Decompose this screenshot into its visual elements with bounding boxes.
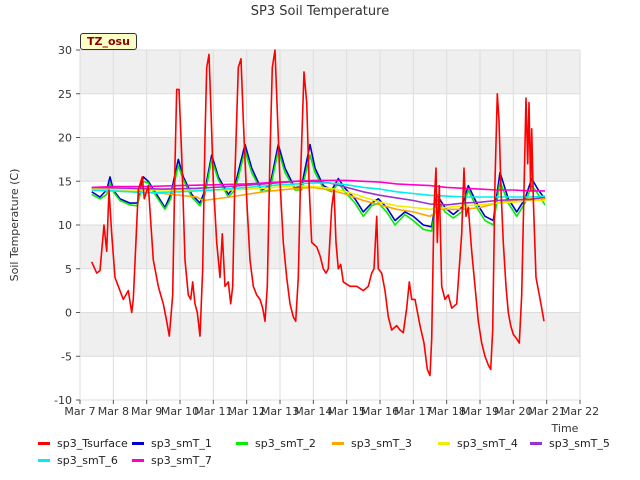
series-line-sp3_smT_3 (91, 186, 545, 218)
x-tick-label: Mar 10 (161, 405, 199, 418)
x-tick-label: Mar 18 (428, 405, 466, 418)
x-tick-label: Mar 15 (328, 405, 366, 418)
legend-label: sp3_smT_1 (151, 437, 212, 450)
series-line-sp3_smT_6 (91, 182, 546, 198)
x-tick-label: Mar 12 (228, 405, 266, 418)
x-tick-label: Mar 7 (64, 405, 95, 418)
y-tick-label: 10 (58, 219, 72, 232)
band--10 (80, 312, 580, 357)
x-tick-label: Mar 19 (461, 405, 499, 418)
legend-swatch (132, 459, 144, 462)
legend-item-sp3_smT_1: sp3_smT_1 (132, 437, 212, 450)
legend-label: sp3_smT_3 (351, 437, 412, 450)
y-tick-label: 25 (58, 88, 72, 101)
series-line-sp3_Tsurface (90, 49, 545, 377)
y-tick-label: 0 (65, 307, 72, 320)
y-axis-label: Soil Temperature (C) (8, 169, 21, 282)
y-tick-label: -5 (61, 350, 72, 363)
y-tick-label: -10 (54, 394, 72, 407)
legend-label: sp3_smT_6 (57, 454, 118, 467)
x-tick-label: Mar 14 (294, 405, 332, 418)
x-tick-label: Mar 20 (494, 405, 532, 418)
y-axis: -10 -5 0 5 10 15 20 25 30 (54, 44, 80, 407)
y-tick-label: 15 (58, 175, 72, 188)
y-tick-label: 30 (58, 44, 72, 57)
timezone-badge: TZ_osu (80, 33, 137, 50)
x-tick-label: Mar 17 (394, 405, 432, 418)
x-tick-label: Mar 21 (528, 405, 566, 418)
series-line-sp3_smT_1 (91, 143, 546, 228)
legend-label: sp3_smT_7 (151, 454, 212, 467)
legend-label: sp3_smT_2 (255, 437, 316, 450)
series-line-sp3_smT_7 (91, 179, 545, 192)
series-lines (90, 49, 546, 377)
legend-item-sp3_smT_5: sp3_smT_5 (530, 437, 610, 450)
y-tick-label: 5 (65, 263, 72, 276)
legend-item-sp3_Tsurface: sp3_Tsurface (38, 437, 128, 450)
series-line-sp3_smT_2 (91, 149, 546, 232)
legend-swatch (38, 442, 50, 445)
legend-item-sp3_smT_3: sp3_smT_3 (332, 437, 412, 450)
x-tick-label: Mar 22 (561, 405, 599, 418)
legend-swatch (332, 442, 344, 445)
legend-label: sp3_Tsurface (57, 437, 128, 450)
legend-swatch (38, 459, 50, 462)
legend-swatch (530, 442, 542, 445)
legend-item-sp3_smT_6: sp3_smT_6 (38, 454, 118, 467)
y-tick-label: 20 (58, 132, 72, 145)
legend-label: sp3_smT_5 (549, 437, 610, 450)
band-10 (80, 137, 580, 182)
x-tick-label: Mar 9 (131, 405, 162, 418)
legend-item-sp3_smT_7: sp3_smT_7 (132, 454, 212, 467)
legend-swatch (132, 442, 144, 445)
x-tick-label: Mar 8 (98, 405, 129, 418)
legend-swatch (236, 442, 248, 445)
band-20 (80, 50, 580, 94)
x-axis-label: Time (551, 422, 579, 435)
x-tick-label: Mar 16 (361, 405, 399, 418)
chart-title: SP3 Soil Temperature (251, 4, 389, 19)
x-tick-label: Mar 11 (194, 405, 232, 418)
legend-label: sp3_smT_4 (457, 437, 518, 450)
x-tick-label: Mar 13 (261, 405, 299, 418)
legend: sp3_Tsurface sp3_smT_1 sp3_smT_2 sp3_smT_3 s… (0, 432, 640, 480)
legend-item-sp3_smT_4: sp3_smT_4 (438, 437, 518, 450)
legend-item-sp3_smT_2: sp3_smT_2 (236, 437, 316, 450)
legend-swatch (438, 442, 450, 445)
